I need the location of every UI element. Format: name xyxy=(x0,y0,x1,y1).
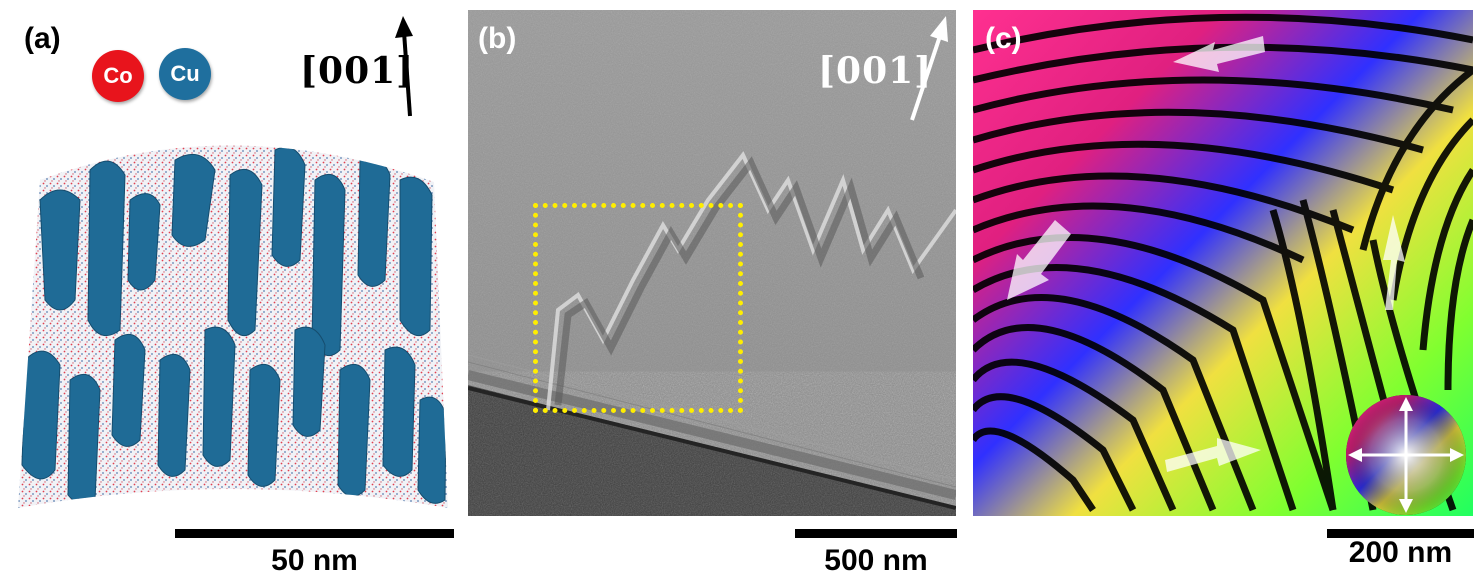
panel-c-scale-label: 200 nm xyxy=(1348,536,1453,569)
panel-a-direction-arrow-icon xyxy=(395,16,413,117)
panel-b: (b) [001] xyxy=(468,10,956,516)
panel-c-scale-bar xyxy=(1327,529,1474,538)
holography-phase-map xyxy=(973,10,1473,516)
panel-b-scale-bar xyxy=(795,529,957,538)
panel-b-direction-label: [001] xyxy=(818,50,933,92)
panel-c: (c) xyxy=(973,10,1473,516)
panel-a-direction-label: [001] xyxy=(300,50,415,92)
co-legend-label: Co xyxy=(103,63,133,88)
tem-micrograph xyxy=(468,10,956,516)
panel-c-label: (c) xyxy=(985,22,1022,55)
panel-a-label: (a) xyxy=(24,22,61,55)
panel-b-direction-arrow-icon xyxy=(910,16,948,121)
region-of-interest-box xyxy=(533,203,743,413)
panel-a: (a) Co Cu [001] 50 nm xyxy=(0,0,462,583)
cu-legend-marker: Cu xyxy=(159,48,211,100)
panel-b-scale-label: 500 nm xyxy=(824,544,928,577)
panel-a-scale-label: 50 nm xyxy=(271,544,358,577)
panel-b-label: (b) xyxy=(478,22,517,55)
color-wheel-axes-icon xyxy=(1348,397,1464,513)
co-legend-marker: Co xyxy=(92,50,144,102)
atom-probe-reconstruction xyxy=(18,145,448,508)
cu-legend-label: Cu xyxy=(170,61,200,86)
panel-a-scale-bar xyxy=(175,529,454,538)
